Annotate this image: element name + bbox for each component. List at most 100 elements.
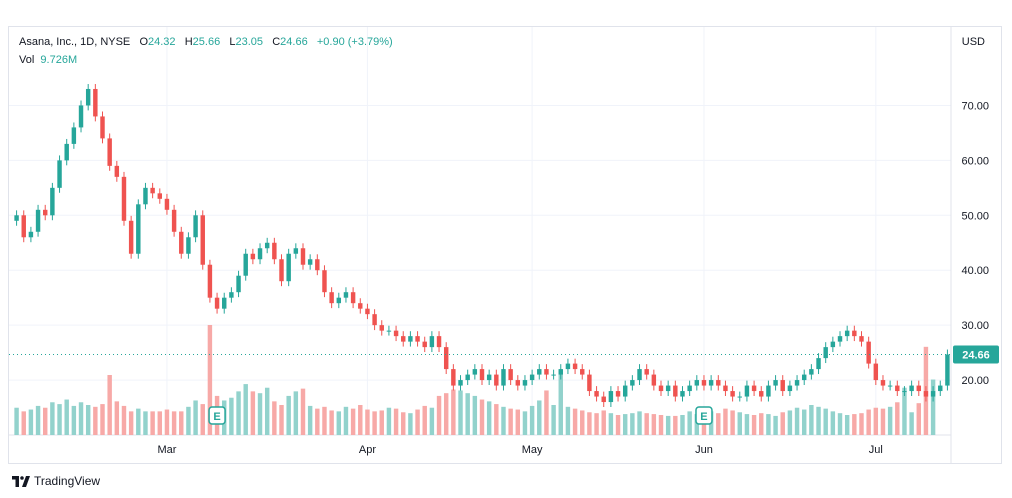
candle-body[interactable]	[57, 160, 62, 188]
candle-body[interactable]	[143, 187, 148, 205]
candle-body[interactable]	[379, 325, 384, 331]
candle-body[interactable]	[801, 374, 807, 381]
candle-body[interactable]	[615, 391, 621, 397]
candle-body[interactable]	[680, 391, 685, 397]
candle-body[interactable]	[307, 259, 313, 265]
candle-body[interactable]	[916, 385, 921, 392]
candle-body[interactable]	[322, 270, 327, 293]
candle-body[interactable]	[479, 369, 485, 381]
candle-body[interactable]	[250, 253, 256, 260]
candle-body[interactable]	[458, 380, 463, 386]
earnings-marker[interactable]	[208, 406, 226, 425]
candle-body[interactable]	[100, 116, 105, 139]
candle-body[interactable]	[465, 374, 470, 381]
candle-body[interactable]	[665, 385, 671, 392]
candle-body[interactable]	[408, 336, 413, 342]
candle-body[interactable]	[572, 363, 578, 370]
candle-body[interactable]	[658, 385, 664, 392]
candle-body[interactable]	[565, 363, 571, 370]
candle-body[interactable]	[866, 341, 871, 364]
candle-body[interactable]	[386, 330, 392, 332]
candle-body[interactable]	[293, 248, 299, 254]
candle-body[interactable]	[895, 385, 900, 392]
candle-body[interactable]	[257, 248, 263, 260]
candle-body[interactable]	[909, 385, 914, 392]
candle-body[interactable]	[329, 292, 334, 304]
candle-body[interactable]	[78, 105, 84, 128]
candle-body[interactable]	[186, 237, 191, 254]
candle-body[interactable]	[880, 380, 886, 386]
candle-body[interactable]	[64, 143, 69, 161]
candle-body[interactable]	[608, 391, 614, 403]
candle-body[interactable]	[93, 88, 98, 117]
candle-body[interactable]	[372, 314, 377, 326]
candle-body[interactable]	[14, 215, 19, 221]
candle-body[interactable]	[737, 396, 742, 398]
candle-body[interactable]	[214, 297, 220, 309]
candle-body[interactable]	[350, 292, 356, 304]
candle-body[interactable]	[587, 374, 592, 392]
candle-body[interactable]	[708, 380, 714, 386]
candle-body[interactable]	[150, 187, 155, 194]
candle-body[interactable]	[264, 242, 270, 249]
candle-body[interactable]	[415, 336, 420, 342]
candle-body[interactable]	[751, 385, 757, 392]
candle-body[interactable]	[651, 374, 657, 386]
chart-frame[interactable]: 70.00 60.00 50.00 40.00 30.00 20.00 Mar Apr May J…	[8, 26, 1002, 464]
candle-body[interactable]	[816, 358, 821, 370]
candle-body[interactable]	[529, 374, 535, 381]
candle-body[interactable]	[601, 396, 606, 403]
candle-body[interactable]	[716, 380, 721, 386]
candle-body[interactable]	[272, 242, 277, 260]
candle-body[interactable]	[229, 292, 234, 298]
candle-body[interactable]	[744, 385, 750, 397]
candle-body[interactable]	[622, 385, 628, 397]
candle-body[interactable]	[723, 385, 728, 392]
candle-body[interactable]	[780, 380, 785, 392]
tradingview-branding[interactable]: TradingView	[12, 474, 100, 488]
candle-body[interactable]	[222, 297, 227, 309]
candle-body[interactable]	[429, 336, 435, 348]
candle-body[interactable]	[522, 380, 528, 386]
candle-body[interactable]	[701, 380, 707, 386]
candle-body[interactable]	[50, 187, 55, 216]
candle-body[interactable]	[730, 391, 735, 397]
candle-body[interactable]	[787, 385, 793, 392]
candle-body[interactable]	[207, 264, 213, 298]
candle-body[interactable]	[365, 308, 370, 315]
candle-body[interactable]	[179, 231, 184, 254]
candle-body[interactable]	[451, 369, 456, 386]
candle-body[interactable]	[107, 138, 112, 166]
candle-body[interactable]	[128, 220, 134, 254]
earnings-marker[interactable]	[695, 406, 713, 425]
candle-body[interactable]	[21, 215, 26, 238]
candle-body[interactable]	[902, 391, 907, 393]
candle-body[interactable]	[594, 391, 599, 397]
candle-body[interactable]	[809, 369, 814, 375]
candle-body[interactable]	[887, 385, 893, 387]
candle-body[interactable]	[486, 374, 492, 381]
candle-body[interactable]	[859, 336, 864, 342]
candle-body[interactable]	[164, 198, 170, 210]
candle-body[interactable]	[343, 292, 349, 298]
candle-body[interactable]	[136, 204, 141, 254]
candle-body[interactable]	[644, 369, 649, 375]
candle-body[interactable]	[759, 391, 764, 397]
candle-body[interactable]	[766, 385, 771, 397]
candle-body[interactable]	[35, 209, 41, 232]
candle-body[interactable]	[515, 380, 521, 386]
candle-body[interactable]	[687, 385, 692, 392]
candle-body[interactable]	[794, 380, 800, 386]
candle-body[interactable]	[358, 303, 363, 309]
candle-body[interactable]	[580, 369, 585, 375]
candle-body[interactable]	[71, 127, 77, 144]
candle-body[interactable]	[243, 253, 248, 276]
candle-body[interactable]	[193, 215, 198, 238]
candle-body[interactable]	[537, 369, 542, 375]
candle-body[interactable]	[852, 330, 857, 337]
candle-body[interactable]	[286, 253, 291, 282]
candle-body[interactable]	[673, 385, 678, 397]
candle-body[interactable]	[393, 330, 399, 337]
candle-body[interactable]	[472, 369, 478, 375]
candle-body[interactable]	[508, 369, 513, 381]
